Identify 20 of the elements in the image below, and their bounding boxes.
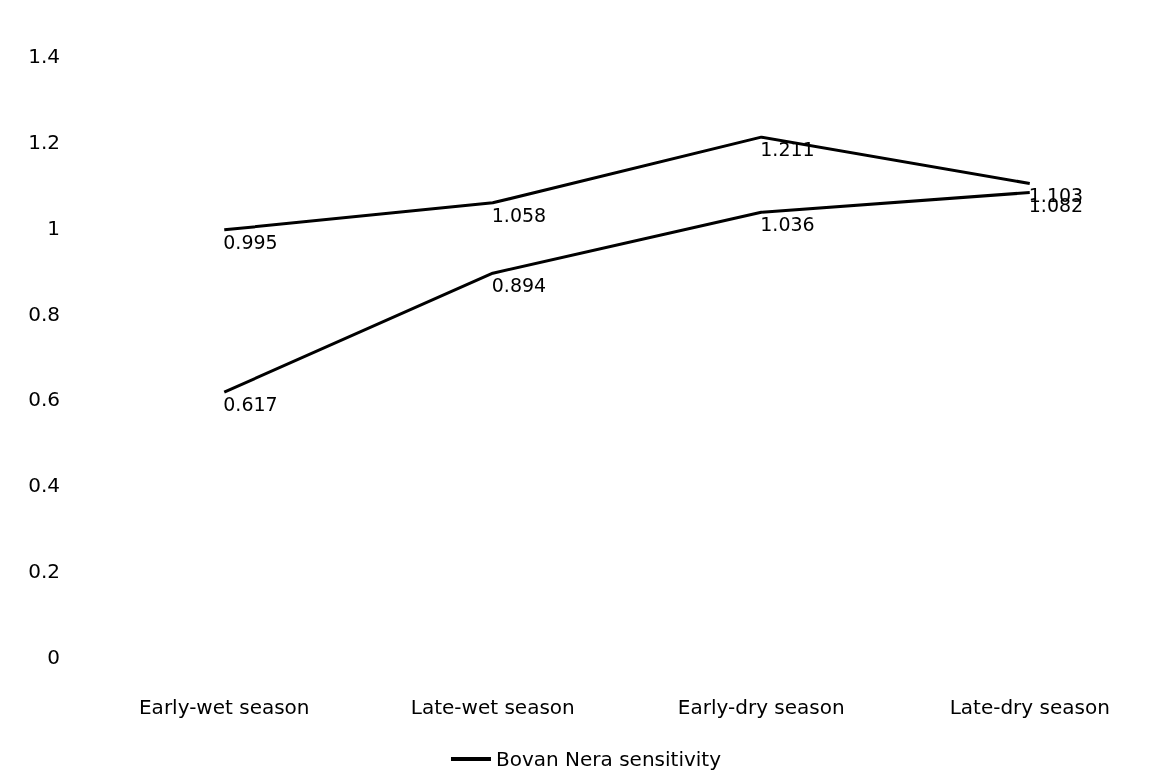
x-tick-label: Late-dry season — [949, 695, 1110, 719]
y-tick-label: 1.4 — [28, 44, 60, 68]
y-tick-label: 0 — [47, 645, 60, 669]
y-tick-label: 0.4 — [28, 473, 60, 498]
line-series — [222, 191, 1032, 394]
legend-label: Bovan Nera sensitivity — [495, 747, 722, 771]
y-tick-label: 1.2 — [28, 129, 60, 154]
data-label: 0.995 — [223, 230, 278, 253]
y-tick-label: 0.8 — [28, 301, 60, 326]
data-label: 1.058 — [491, 203, 547, 226]
line-series — [222, 135, 1032, 232]
data-label: 0.617 — [223, 393, 278, 416]
x-tick-label: Early-wet season — [138, 695, 310, 719]
y-tick-label: 1 — [47, 215, 60, 240]
y-tick-label: 0.6 — [28, 387, 60, 412]
data-label: 1.036 — [760, 213, 815, 236]
x-tick-label: Late-wet season — [410, 695, 575, 719]
x-tick-label: Early-dry season — [677, 695, 845, 719]
data-label: 0.894 — [491, 274, 547, 297]
y-tick-label: 0.2 — [28, 559, 60, 584]
